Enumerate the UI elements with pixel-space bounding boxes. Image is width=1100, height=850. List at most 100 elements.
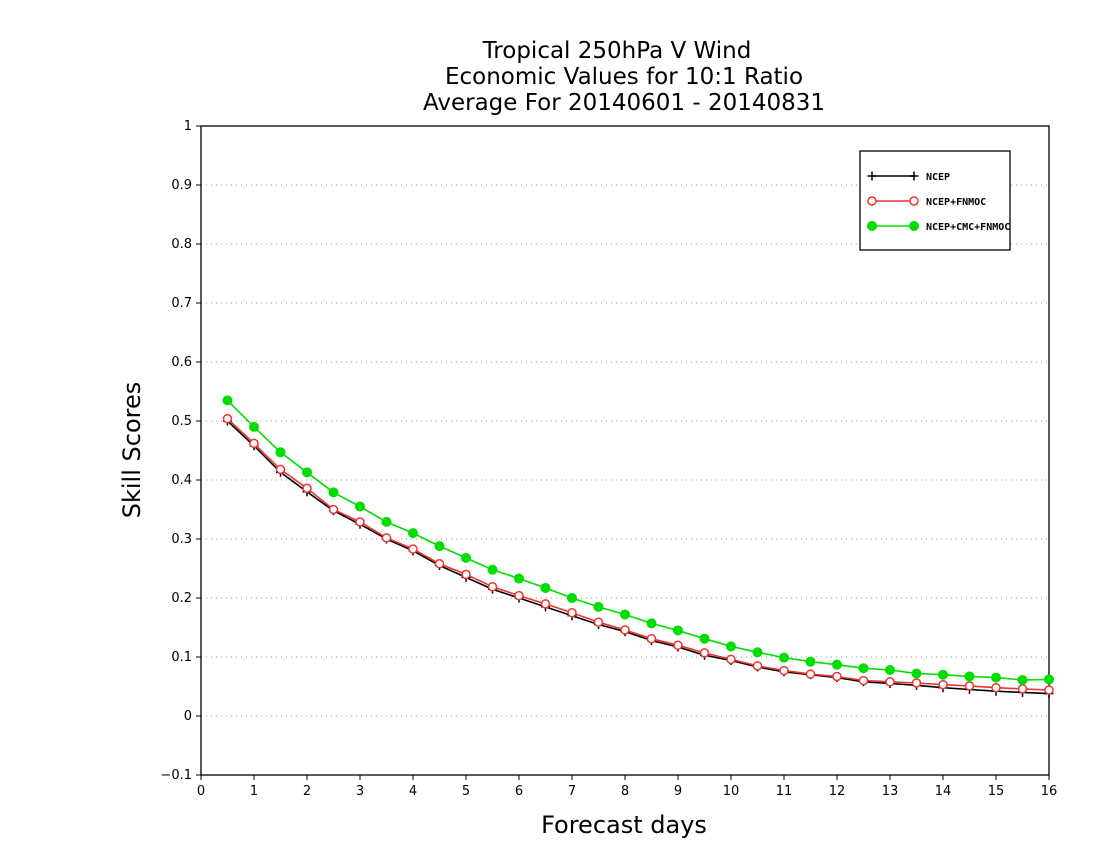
data-point [646, 618, 657, 629]
y-tick-label: 0.7 [171, 296, 192, 311]
legend-label: NCEP+FNMOC [926, 197, 986, 208]
x-tick-label: 10 [723, 784, 740, 799]
data-point [249, 421, 259, 432]
chart-title: Tropical 250hPa V Wind Economic Values f… [423, 38, 825, 116]
data-point [938, 669, 948, 680]
data-point [275, 464, 286, 475]
data-point [726, 641, 736, 652]
y-tick-label: 0.5 [171, 414, 192, 429]
data-point [593, 617, 604, 627]
data-point [726, 654, 736, 665]
data-point [593, 601, 604, 612]
data-point [355, 517, 365, 527]
legend-entry: NCEP+FNMOC [867, 196, 986, 208]
data-point [752, 661, 763, 671]
data-point [832, 659, 842, 670]
x-tick-label: 13 [882, 784, 899, 799]
data-point [858, 663, 869, 674]
data-point [779, 665, 789, 676]
x-tick-label: 16 [1041, 784, 1058, 799]
data-point [540, 599, 551, 609]
data-point [487, 582, 498, 592]
data-point [991, 672, 1001, 683]
legend-marker [867, 196, 877, 206]
x-tick-label: 15 [988, 784, 1005, 799]
y-tick-label: −0.1 [160, 768, 192, 783]
x-tick-label: 14 [935, 784, 952, 799]
y-tick-label: 0.3 [171, 532, 192, 547]
x-tick-label: 4 [409, 784, 417, 799]
data-point [408, 544, 418, 554]
data-point [1044, 674, 1054, 685]
y-tick-label: 0.9 [171, 178, 192, 193]
legend-entry: NCEP+CMC+FNMOC [867, 221, 1010, 233]
data-point [567, 608, 577, 618]
data-point [1017, 675, 1028, 686]
data-point [752, 647, 763, 658]
x-tick-label: 8 [621, 784, 629, 799]
data-point [222, 395, 233, 406]
data-point [514, 573, 524, 584]
data-point [222, 413, 233, 424]
data-point [381, 533, 392, 543]
data-point [302, 483, 312, 494]
data-point [355, 501, 365, 512]
data-point [1017, 684, 1028, 694]
data-point [805, 656, 816, 667]
data-point [249, 438, 259, 449]
y-tick-label: 0.8 [171, 237, 192, 252]
legend-marker [867, 171, 877, 181]
legend-entry: NCEP [867, 171, 950, 183]
data-point [328, 487, 339, 498]
data-point [858, 675, 869, 686]
data-point [461, 552, 471, 563]
chart-title-line-3: Average For 20140601 - 20140831 [423, 90, 825, 116]
x-tick-label: 11 [776, 784, 793, 799]
x-tick-label: 12 [829, 784, 846, 799]
series-ncep-fnmoc [222, 413, 1054, 695]
data-point [381, 516, 392, 527]
y-tick-label: 0.1 [171, 650, 192, 665]
data-point [514, 590, 524, 601]
y-axis-label: Skill Scores [118, 382, 146, 519]
legend-marker [909, 221, 919, 231]
data-point [620, 625, 630, 635]
data-point [911, 668, 922, 679]
x-tick-label: 9 [674, 784, 682, 799]
x-axis-label: Forecast days [541, 811, 707, 839]
legend-label: NCEP+CMC+FNMOC [926, 222, 1010, 233]
grid-lines [201, 184, 1049, 717]
x-tick-label: 5 [462, 784, 470, 799]
data-point [699, 648, 710, 658]
data-point [328, 504, 339, 515]
series-ncep-cmc-fnmoc [222, 395, 1054, 686]
x-tick-label: 7 [568, 784, 576, 799]
data-point [964, 671, 975, 682]
series-line [226, 420, 1050, 695]
chart-title-line-2: Economic Values for 10:1 Ratio [445, 64, 803, 90]
data-point [461, 569, 471, 580]
y-tick-label: 1 [184, 119, 192, 134]
data-point [885, 664, 895, 675]
data-point [487, 564, 498, 575]
data-point [646, 633, 657, 644]
data-point [408, 528, 418, 539]
data-point [434, 559, 445, 569]
data-point [673, 625, 683, 636]
data-point [964, 681, 975, 691]
data-point [673, 640, 683, 650]
x-tick-label: 6 [515, 784, 523, 799]
data-point [832, 671, 842, 682]
y-axis: −0.1 0 0.1 0.2 0.3 0.4 0.5 0.6 0.7 0.8 0.9 1 [160, 119, 201, 783]
legend-marker [909, 171, 919, 181]
data-point [302, 467, 312, 478]
data-point [805, 669, 816, 679]
data-point [620, 609, 630, 620]
y-tick-label: 0.2 [171, 591, 192, 606]
data-point [567, 593, 577, 603]
data-point [991, 682, 1001, 693]
legend-marker [909, 196, 919, 206]
series-layer [222, 395, 1054, 699]
data-point [779, 652, 789, 663]
